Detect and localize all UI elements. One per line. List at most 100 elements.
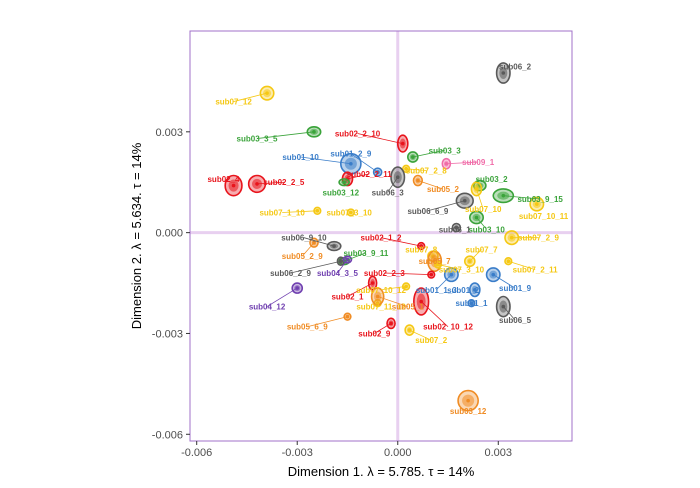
label-leader — [387, 176, 399, 193]
point-label: sub01_9 — [499, 284, 532, 293]
label-leader — [412, 149, 445, 158]
point-label: sub01_1_3 — [416, 286, 457, 295]
label-leader — [420, 301, 449, 328]
point-label: sub03_12 — [323, 188, 360, 197]
point-label: sub03_3 — [429, 146, 462, 155]
point-label: sub07_3_10 — [439, 266, 485, 275]
label-leader — [446, 161, 479, 165]
point-label: sub01_10 — [282, 153, 319, 162]
point-label: sub03_9_15 — [517, 195, 563, 204]
point-sub04-12 — [291, 282, 304, 294]
x-tick-label: -0.006 — [181, 447, 212, 459]
point-labels: sub06_2 sub07_12 sub03_3_5 sub02_2_10 sub03_… — [207, 62, 568, 415]
point-label: sub07_8 — [405, 245, 438, 254]
label-leader — [503, 306, 516, 321]
point-label: sub02_2_3 — [364, 269, 405, 278]
label-leader — [409, 329, 432, 341]
point-label: sub02_1 — [331, 292, 364, 301]
point-label: sub06_2 — [499, 62, 532, 71]
x-tick-label: 0.003 — [485, 447, 513, 459]
label-leader — [508, 260, 536, 270]
x-axis-ticks: -0.006 -0.003 0.000 0.003 — [181, 441, 512, 459]
point-label: sub07_10_11 — [519, 212, 569, 221]
label-leader — [406, 168, 427, 171]
label-leader — [290, 260, 341, 274]
x-tick-label: 0.000 — [384, 447, 412, 459]
label-leader — [303, 237, 335, 247]
label-leader — [476, 188, 484, 210]
y-tick-label: 0.003 — [155, 127, 183, 139]
label-leader — [266, 287, 298, 307]
point-sub03-12 — [457, 389, 479, 412]
point-label: sub07_12 — [215, 98, 252, 107]
point-label: sub01_2 — [447, 286, 480, 295]
label-leader — [436, 274, 452, 291]
point-label: sub06_6_9 — [407, 207, 448, 216]
label-leader — [427, 200, 465, 212]
point-label: sub03_10 — [468, 225, 505, 234]
point-label: sub06_2_9 — [270, 269, 311, 278]
point-sub03-10 — [468, 210, 485, 225]
point-label: sub03_2 — [476, 175, 509, 184]
label-leader — [437, 264, 462, 270]
point-label: sub05_6_9 — [287, 323, 328, 332]
label-leader — [256, 181, 284, 185]
point-label: sub07_10_12 — [356, 286, 406, 295]
point-sub06-2 — [495, 62, 511, 84]
point-label: sub02_9 — [358, 329, 391, 338]
label-leader — [469, 249, 482, 262]
point-label: sub07_2 — [415, 336, 448, 345]
plot-frame — [189, 30, 573, 442]
label-leader — [307, 316, 348, 328]
point-sub03-12 — [338, 178, 350, 187]
point-label: sub06_3 — [372, 188, 405, 197]
label-leader — [380, 286, 407, 291]
point-sub01-2 — [468, 282, 481, 298]
label-leader — [233, 92, 268, 102]
point-sub02-4 — [224, 174, 243, 197]
point-label: sub01_1 — [455, 299, 488, 308]
y-axis-ticks: -0.006 -0.003 0.000 0.003 — [152, 127, 190, 441]
label-leader — [350, 153, 378, 173]
point-label: sub02_4 — [207, 175, 240, 184]
label-leader — [417, 180, 444, 190]
point-sub07-2-11 — [504, 257, 513, 266]
point-sub07-3-10 — [346, 208, 355, 217]
point-label: sub07_7 — [466, 245, 499, 254]
point-label: sub06_1 — [439, 225, 472, 234]
label-leader — [374, 323, 392, 334]
point-label: sub02_10_12 — [423, 323, 473, 332]
point-label: sub02_2_5 — [263, 178, 304, 187]
point-label: sub05_1 — [392, 303, 425, 312]
label-leader — [282, 210, 318, 213]
point-label: sub07_2_9 — [518, 234, 559, 243]
point-label: sub03_9_11 — [343, 249, 388, 258]
point-label: sub07_10 — [465, 205, 502, 214]
point-label: sub03_12 — [450, 407, 487, 416]
label-leader — [256, 131, 315, 139]
point-sub06-1 — [451, 222, 462, 233]
label-leader — [337, 259, 348, 274]
x-axis-title: Dimension 1. λ = 5.785. τ = 14% — [288, 464, 475, 479]
label-leader — [300, 156, 351, 165]
x-tick-label: -0.003 — [282, 447, 313, 459]
point-label: sub01_2_9 — [330, 150, 371, 159]
point-label: sub03_3_5 — [237, 135, 278, 144]
y-tick-label: -0.003 — [152, 328, 183, 340]
y-tick-label: 0.000 — [155, 228, 183, 240]
label-leader — [503, 195, 541, 200]
point-label: sub05_2_9 — [282, 252, 323, 261]
point-label: sub02_2_10 — [335, 130, 381, 139]
label-leader — [301, 242, 315, 257]
point-label: sub07_2_11 — [513, 266, 558, 275]
label-leader — [347, 282, 373, 297]
label-leader — [357, 133, 403, 144]
y-axis-title: Dimension 2. λ = 5.634. τ = 14% — [129, 142, 144, 329]
label-leader — [476, 217, 487, 230]
label-leader — [384, 272, 432, 276]
point-label: sub06_5 — [499, 316, 532, 325]
point-label: sub02_1_2 — [361, 234, 402, 243]
point-sub07-10-11 — [529, 196, 545, 212]
label-leader — [493, 274, 516, 289]
